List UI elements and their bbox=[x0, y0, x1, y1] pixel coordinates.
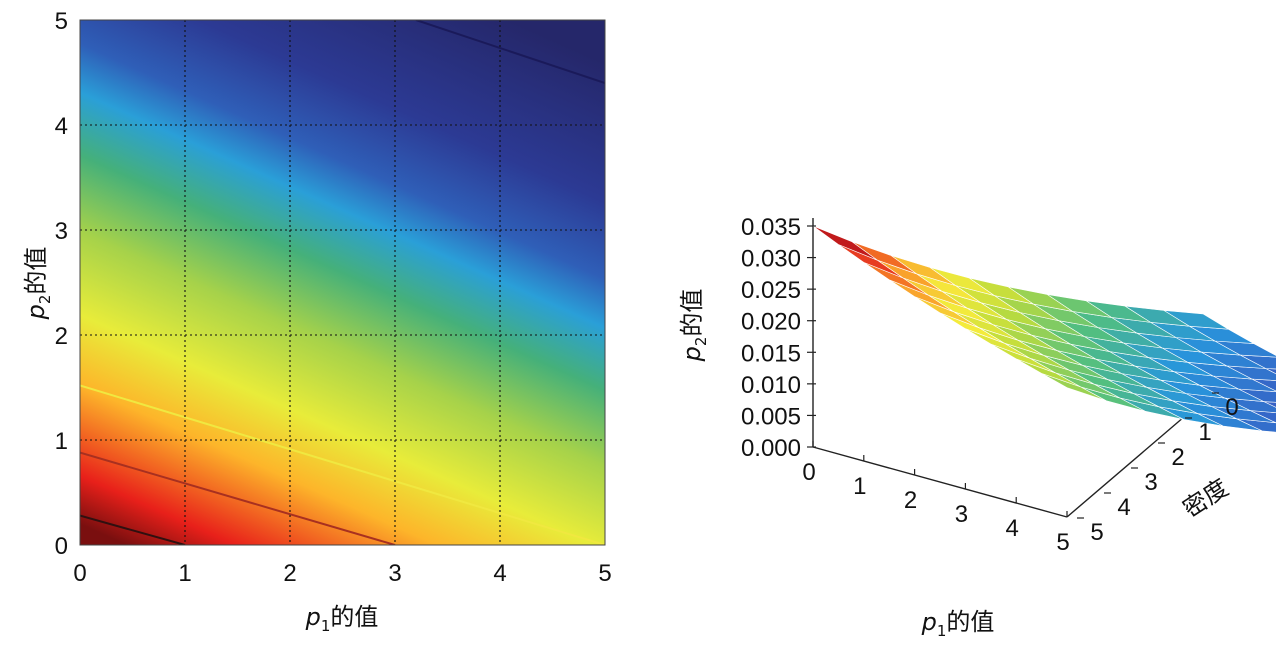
x-tick-label: 5 bbox=[598, 560, 611, 587]
z-tick-label: 0.025 bbox=[741, 277, 801, 304]
y-tick-label: 0 bbox=[55, 533, 68, 560]
contour-line-min bbox=[415, 20, 605, 84]
y-tick-label: 5 bbox=[55, 8, 68, 35]
contour-lines bbox=[80, 20, 605, 545]
s-x-label-sub: 1 bbox=[937, 622, 947, 640]
z-tick-label: 0.035 bbox=[741, 214, 801, 241]
z-tick-label: 0.030 bbox=[741, 246, 801, 273]
heatmap-x-axis-label: p1的值 bbox=[305, 603, 379, 635]
contour-line-low bbox=[80, 384, 605, 545]
x-tick-label: 2 bbox=[904, 487, 917, 514]
s-x-label-var: p bbox=[921, 608, 937, 636]
x-tick-label: 3 bbox=[388, 560, 401, 587]
x-label-suffix: 的值 bbox=[330, 603, 378, 631]
s-z-label-sub: 2 bbox=[692, 337, 710, 347]
z-tick-label: 0.005 bbox=[741, 403, 801, 430]
depth-tick-label: 5 bbox=[1090, 519, 1103, 546]
x-tick-label: 1 bbox=[853, 473, 866, 500]
y-tick-label: 3 bbox=[55, 218, 68, 245]
heatmap-y-axis-label: p2的值 bbox=[22, 247, 54, 321]
surface-z-ticks: 0.000 0.005 0.010 0.015 0.020 0.025 0.030 0.035 bbox=[741, 214, 816, 462]
surface-patch bbox=[812, 225, 878, 261]
x-tick-label: 5 bbox=[1056, 529, 1069, 556]
surface-depth-axis-label: 密度 bbox=[1178, 473, 1234, 523]
y-label-var: p bbox=[22, 304, 50, 320]
heatmap-y-ticks: 0 1 2 3 4 5 bbox=[55, 8, 68, 560]
s-x-label-suffix: 的值 bbox=[946, 608, 994, 636]
z-tick-label: 0.020 bbox=[741, 309, 801, 336]
surface-chart: 0.000 0.005 0.010 0.015 0.020 0.025 0.030 0.035… bbox=[678, 214, 1276, 640]
z-tick-label: 0.010 bbox=[741, 372, 801, 399]
depth-tick-label: 1 bbox=[1198, 419, 1211, 446]
heatmap-x-ticks: 0 1 2 3 4 5 bbox=[73, 560, 611, 587]
contour-line-high bbox=[80, 514, 186, 545]
x-tick-label: 2 bbox=[283, 560, 296, 587]
surface-mesh bbox=[812, 225, 1276, 433]
y-tick-label: 2 bbox=[55, 323, 68, 350]
x-tick-label: 3 bbox=[955, 501, 968, 528]
y-tick-label: 1 bbox=[55, 428, 68, 455]
x-label-sub: 1 bbox=[321, 617, 331, 635]
z-tick-label: 0.000 bbox=[741, 435, 801, 462]
depth-tick-label: 4 bbox=[1117, 494, 1130, 521]
depth-tick-label: 3 bbox=[1144, 469, 1157, 496]
x-axis-line bbox=[812, 446, 1068, 518]
x-tick-label: 4 bbox=[493, 560, 506, 587]
x-tick-label: 0 bbox=[802, 459, 815, 486]
s-z-label-var: p bbox=[678, 346, 706, 362]
x-label-var: p bbox=[305, 603, 321, 631]
y-label-sub: 2 bbox=[36, 295, 54, 305]
heatmap-field bbox=[80, 20, 605, 545]
y-label-suffix: 的值 bbox=[22, 247, 50, 295]
x-tick-label: 1 bbox=[178, 560, 191, 587]
x-tick-label: 4 bbox=[1006, 515, 1019, 542]
s-z-label-suffix: 的值 bbox=[678, 289, 706, 337]
depth-tick-label: 2 bbox=[1171, 444, 1184, 471]
surface-z-axis-label: p2的值 bbox=[678, 289, 710, 363]
y-tick-label: 4 bbox=[55, 113, 68, 140]
surface-x-axis-label: p1的值 bbox=[921, 608, 995, 640]
heatmap-frame bbox=[79, 19, 606, 546]
z-tick-label: 0.015 bbox=[741, 340, 801, 367]
contour-line-mid bbox=[80, 451, 396, 545]
x-tick-label: 0 bbox=[73, 560, 86, 587]
surface-x-ticks: 0 1 2 3 4 5 bbox=[802, 441, 1070, 556]
depth-tick-label: 0 bbox=[1225, 394, 1238, 421]
